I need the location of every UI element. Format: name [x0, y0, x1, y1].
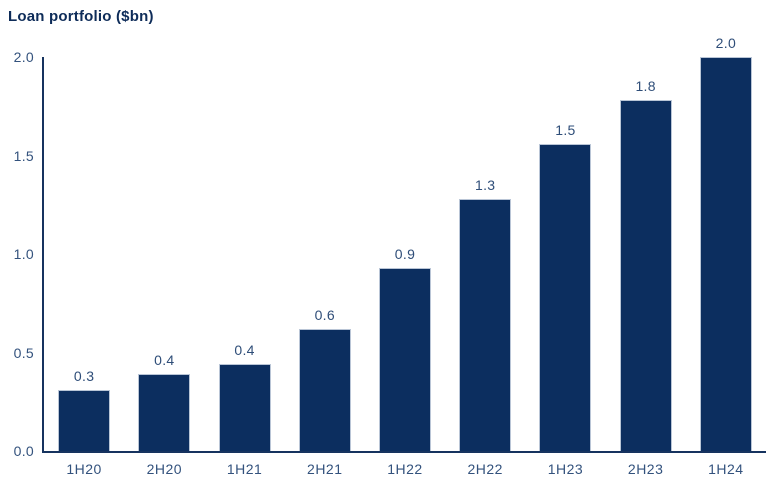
- x-axis-label: 2H23: [627, 461, 664, 477]
- bar-group-1H21: 0.4: [204, 57, 284, 451]
- bar: [138, 374, 191, 451]
- x-axis-label: 1H23: [547, 461, 584, 477]
- bar-value-label: 1.5: [555, 122, 576, 138]
- chart-title: Loan portfolio ($bn): [8, 8, 154, 25]
- x-axis-label: 1H20: [66, 461, 102, 477]
- x-axis-label: 2H21: [307, 461, 343, 477]
- bar-group-1H20: 0.3: [44, 57, 124, 451]
- bar-group-1H23: 1.5: [525, 57, 605, 451]
- bar: [619, 100, 672, 451]
- y-axis-tick-label: 1.5: [13, 147, 34, 164]
- bar-group-2H22: 1.3: [445, 57, 525, 451]
- x-axis-label: 1H22: [387, 461, 423, 477]
- bar: [58, 390, 111, 451]
- bar-group-2H21: 0.6: [285, 57, 365, 451]
- bar: [378, 268, 431, 451]
- bar-value-label: 0.3: [73, 368, 95, 384]
- bar-group-1H22: 0.9: [365, 57, 445, 451]
- bar-value-label: 1.3: [475, 177, 496, 193]
- bar-group-2H23: 1.8: [606, 57, 686, 451]
- x-axis-label: 1H24: [708, 461, 744, 477]
- y-axis-tick-label: 2.0: [13, 49, 34, 65]
- bar-value-label: 1.8: [635, 78, 656, 94]
- x-axis-label: 2H20: [146, 461, 183, 477]
- bar: [298, 329, 351, 451]
- bar-value-label: 0.4: [234, 342, 255, 358]
- bar-value-label: 0.6: [314, 307, 335, 323]
- bar-value-label: 0.9: [394, 246, 416, 262]
- x-axis: 1H20 2H20 1H21 2H21 1H22 2H22 1H23 2H23 1H24: [44, 459, 766, 479]
- y-axis-tick-label: 1.0: [13, 246, 34, 262]
- y-axis-tick-label: 0.0: [13, 443, 34, 459]
- bar-group-1H24: 2.0: [686, 35, 766, 451]
- bar: [459, 199, 512, 451]
- bar: [218, 364, 271, 451]
- bar-group-2H20: 0.4: [124, 57, 204, 451]
- y-axis-tick-label: 0.5: [13, 344, 34, 361]
- bar: [699, 57, 752, 451]
- plot-area: 0.3 0.4 0.4 0.6 0.9 1.3 1.5 1.8 2.0: [42, 35, 766, 453]
- bar-value-label: 2.0: [715, 35, 737, 51]
- bar-value-label: 0.4: [154, 352, 175, 368]
- bars-row: 0.3 0.4 0.4 0.6 0.9 1.3 1.5 1.8 2.0: [44, 35, 766, 451]
- y-axis: 0.0 0.5 1.0 1.5 2.0: [0, 49, 34, 459]
- x-axis-label: 1H21: [226, 461, 263, 477]
- bar: [539, 144, 592, 451]
- x-axis-label: 2H22: [467, 461, 503, 477]
